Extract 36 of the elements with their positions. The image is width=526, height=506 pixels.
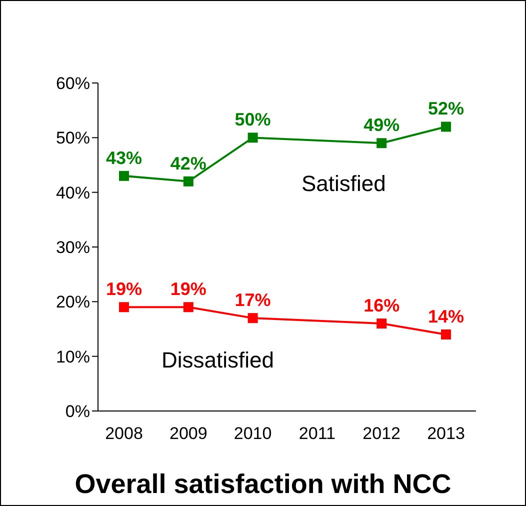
y-tick-label: 50% bbox=[56, 128, 90, 148]
point bbox=[441, 122, 451, 132]
data-label: 19% bbox=[170, 279, 206, 300]
x-tick-label: 2008 bbox=[105, 424, 143, 444]
data-label: 17% bbox=[234, 290, 271, 310]
data-label: 43% bbox=[106, 148, 142, 168]
text: Overall satisfaction with NCC bbox=[74, 469, 452, 500]
data-label: 49% bbox=[364, 115, 400, 136]
series-label: Satisfied bbox=[302, 171, 386, 196]
point bbox=[441, 329, 451, 340]
x-tick-label: 2009 bbox=[169, 424, 208, 444]
point bbox=[183, 176, 194, 186]
point bbox=[376, 318, 387, 329]
point bbox=[119, 302, 129, 312]
point bbox=[248, 313, 258, 324]
data-label: 14% bbox=[428, 306, 464, 326]
data-label: 19% bbox=[106, 279, 142, 300]
data-label: 42% bbox=[170, 153, 206, 174]
series-label: Dissatisfied bbox=[161, 347, 274, 372]
y-tick-label: 30% bbox=[56, 238, 90, 258]
data-label: 52% bbox=[428, 98, 464, 119]
x-tick-label: 2011 bbox=[298, 424, 336, 444]
y-tick-label: 20% bbox=[56, 292, 90, 312]
point bbox=[376, 138, 387, 148]
data-label: 16% bbox=[364, 296, 400, 316]
y-tick-label: 40% bbox=[56, 183, 90, 202]
y-tick-label: 10% bbox=[56, 347, 90, 366]
x-tick-label: 2012 bbox=[362, 424, 401, 444]
point bbox=[248, 132, 258, 143]
point bbox=[119, 170, 129, 181]
point bbox=[183, 302, 194, 312]
y-tick-label: 0% bbox=[65, 402, 90, 422]
y-tick-label: 60% bbox=[56, 74, 90, 94]
data-label: 50% bbox=[234, 110, 271, 130]
x-tick-label: 2010 bbox=[234, 424, 272, 444]
x-tick-label: 2013 bbox=[427, 424, 465, 444]
